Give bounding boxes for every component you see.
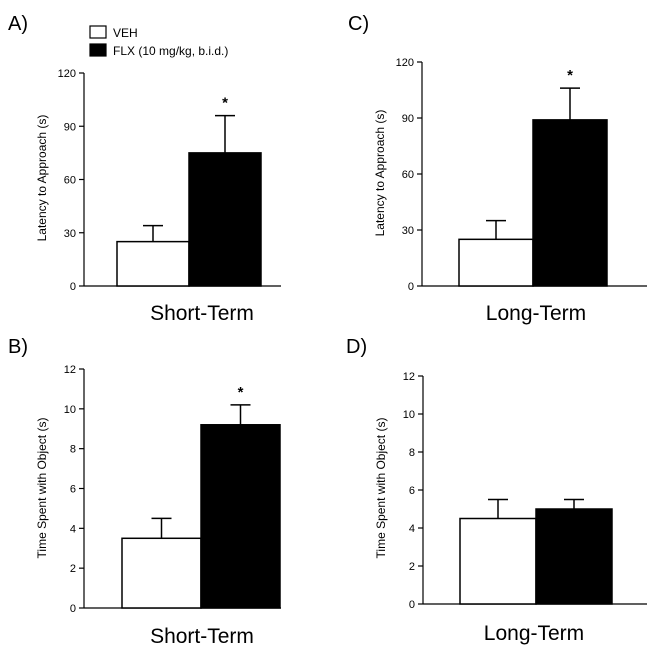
panel-d-y-tick-label: 0 [409,599,415,611]
panel-a-xlabel: Short-Term [150,302,254,325]
panel-a-y-tick-label: 60 [64,175,76,187]
panel-a: A) Latency to Approach (s) Short-Term 0 3… [8,13,281,325]
panel-c-plot: 0 30 60 90 120 * [396,57,647,293]
panel-c-bar-veh [458,238,534,287]
panel-b-y-tick-label: 8 [70,444,76,456]
panel-c: C) Latency to Approach (s) Long-Term 0 30… [348,13,647,325]
panel-a-y-tick-label: 0 [70,281,76,293]
panel-d-xlabel: Long-Term [484,622,584,645]
panel-d-plot: 0 2 4 6 8 10 12 [403,371,647,611]
panel-d-y-tick-label: 4 [409,523,415,535]
panel-c-ylabel: Latency to Approach (s) [373,110,387,237]
panel-b-plot: 0 2 4 6 8 10 12 * [64,364,281,615]
panel-d-y-tick-label: 10 [403,409,415,421]
panel-d-y-tick-label: 8 [409,447,415,459]
panel-d-y-tick-label: 2 [409,561,415,573]
legend-swatch-veh [89,25,107,39]
panel-b-ylabel: Time Spent with Object (s) [35,418,49,559]
panel-c-significance-star: * [567,67,573,84]
panel-b-y-tick-label: 12 [64,364,76,376]
panel-d-bar-veh [459,517,537,605]
panel-c-bar-flx [532,119,608,287]
panel-d-bar-flx [535,508,613,605]
panel-b-y-tick-label: 4 [70,523,76,535]
panel-a-bar-veh [116,240,190,287]
panel-b-letter: B) [8,336,28,358]
panel-a-y-tick-label: 120 [58,68,76,80]
panel-c-y-tick-label: 60 [402,169,414,181]
panel-b-bar-veh [121,537,202,609]
panel-b-significance-star: * [238,384,244,401]
panel-d-ylabel: Time Spent with Object (s) [374,418,388,559]
legend-label-veh: VEH [113,26,138,40]
panel-c-letter: C) [348,13,369,35]
panel-a-significance-star: * [222,95,228,112]
panel-c-y-tick-label: 0 [408,281,414,293]
panel-a-letter: A) [8,13,28,35]
panel-a-bar-flx [188,152,262,287]
panel-a-plot: 0 30 60 90 120 * [58,68,281,293]
panel-c-xlabel: Long-Term [486,302,586,325]
legend-swatch-flx [89,43,107,57]
panel-c-y-tick-label: 90 [402,113,414,125]
legend: VEH FLX (10 mg/kg, b.i.d.) [89,25,228,58]
panel-c-y-tick-label: 120 [396,57,414,69]
panel-b-y-tick-label: 2 [70,563,76,575]
panel-b-y-tick-label: 6 [70,484,76,496]
panel-a-y-tick-label: 90 [64,121,76,133]
panel-d-y-tick-label: 6 [409,485,415,497]
panel-b-bar-flx [200,424,281,609]
panel-b: B) Time Spent with Object (s) Short-Term… [8,336,281,648]
panel-b-y-tick-label: 0 [70,603,76,615]
panel-b-y-tick-label: 10 [64,404,76,416]
panel-a-y-tick-label: 30 [64,228,76,240]
panel-d: D) Time Spent with Object (s) Long-Term … [346,336,647,645]
panel-b-xlabel: Short-Term [150,625,254,648]
panel-d-letter: D) [346,336,367,358]
legend-label-flx: FLX (10 mg/kg, b.i.d.) [113,44,228,58]
panel-a-ylabel: Latency to Approach (s) [35,115,49,242]
panel-d-y-tick-label: 12 [403,371,415,383]
panel-c-y-tick-label: 30 [402,225,414,237]
